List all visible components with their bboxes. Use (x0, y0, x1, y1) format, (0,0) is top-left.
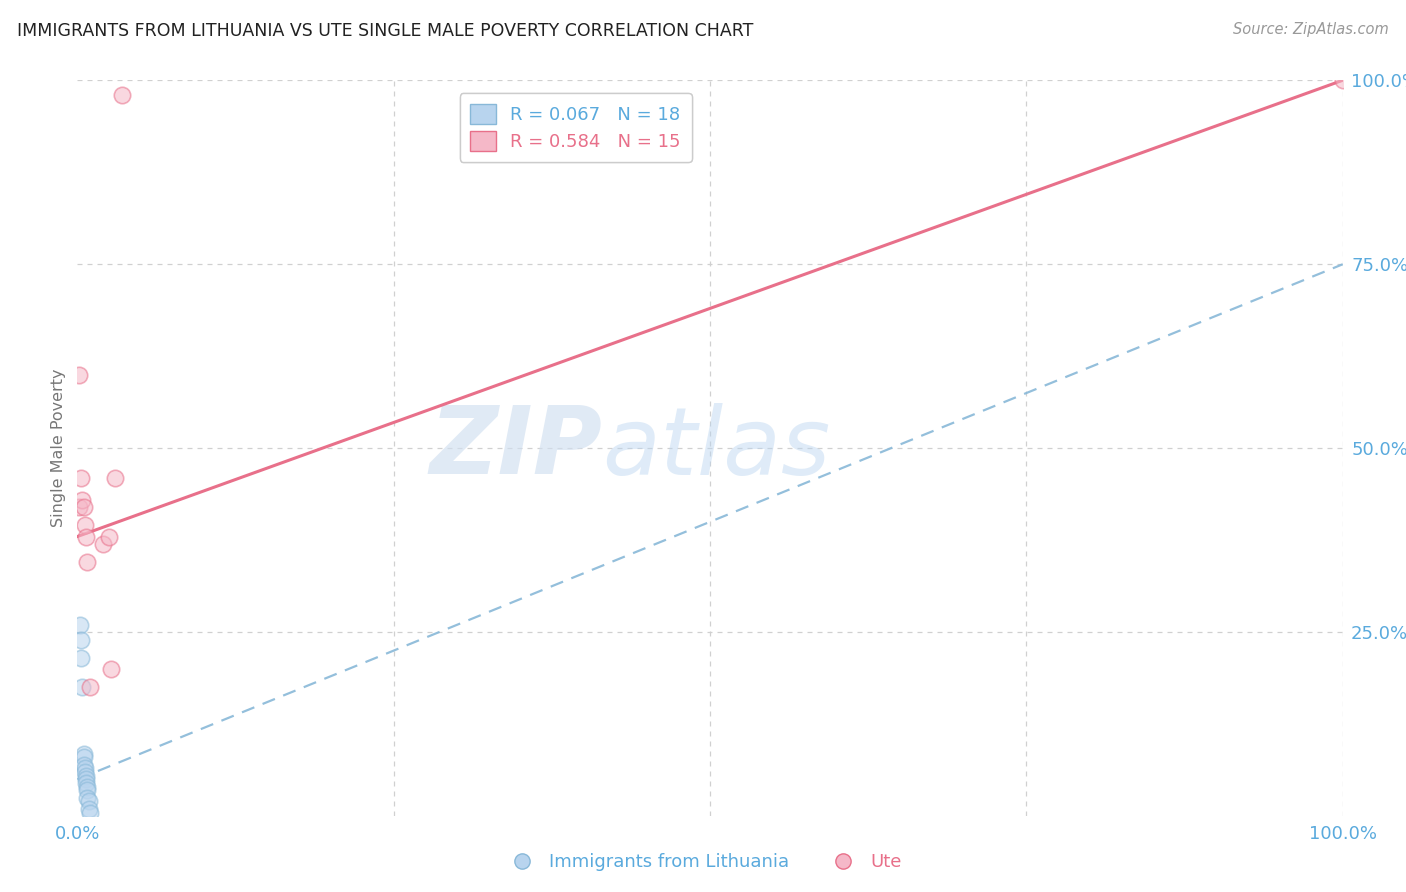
Point (1331, 73, 1354, 87)
Point (98, 530, 120, 544)
Point (79, 805, 101, 820)
Point (111, 87, 132, 102)
Legend: Immigrants from Lithuania, Ute: Immigrants from Lithuania, Ute (496, 847, 910, 879)
Point (76, 555, 98, 569)
Text: Source: ZipAtlas.com: Source: ZipAtlas.com (1233, 22, 1389, 37)
Point (72, 492, 94, 507)
Point (67, 500, 90, 514)
Text: atlas: atlas (603, 402, 831, 494)
Point (73, 518, 96, 533)
Point (75, 772, 97, 787)
Point (100, 662, 122, 676)
Point (104, 470, 127, 484)
Point (77, 795, 100, 809)
Y-axis label: Single Male Poverty: Single Male Poverty (51, 369, 66, 527)
Point (91, 537, 114, 551)
Point (73, 765, 96, 780)
Point (76, 780, 98, 794)
Point (73, 761, 96, 775)
Point (73, 757, 96, 772)
Point (70, 651, 93, 665)
Point (75, 776, 97, 790)
Point (75, 769, 97, 783)
Point (72, 681, 94, 695)
Point (79, 681, 101, 695)
Legend: R = 0.067   N = 18, R = 0.584   N = 15: R = 0.067 N = 18, R = 0.584 N = 15 (460, 93, 692, 161)
Point (70, 632, 93, 647)
Point (76, 783, 98, 797)
Point (67, 368, 90, 382)
Point (70, 470, 93, 484)
Point (73, 500, 96, 514)
Text: IMMIGRANTS FROM LITHUANIA VS UTE SINGLE MALE POVERTY CORRELATION CHART: IMMIGRANTS FROM LITHUANIA VS UTE SINGLE … (17, 22, 754, 40)
Point (77, 802, 100, 816)
Point (75, 530, 97, 544)
Text: ZIP: ZIP (430, 402, 603, 494)
Point (73, 747, 96, 761)
Point (76, 790, 98, 805)
Point (69, 617, 91, 632)
Point (73, 750, 96, 764)
